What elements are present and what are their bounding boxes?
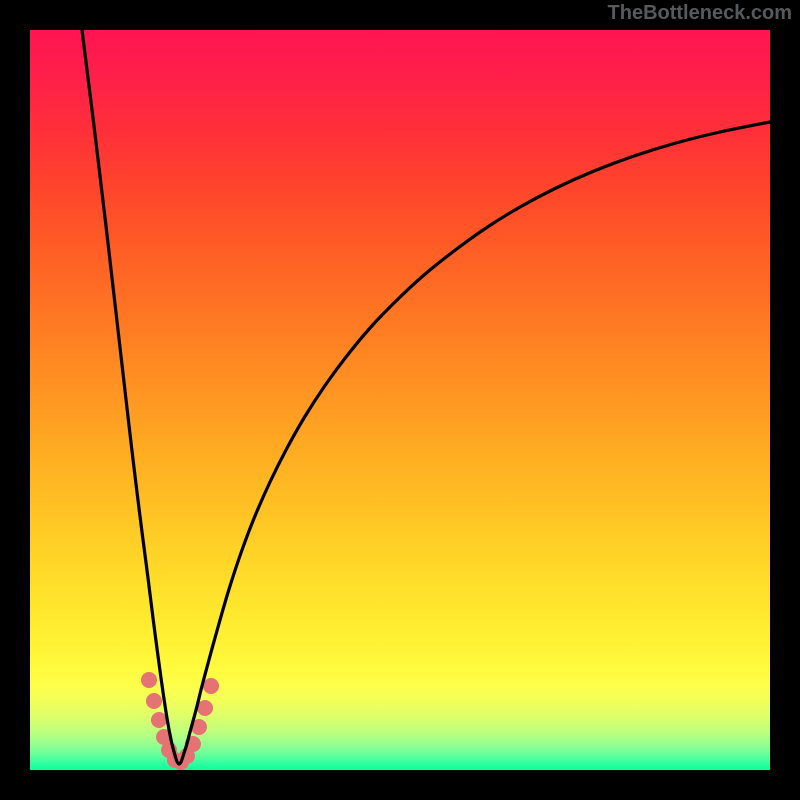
plot-area: [30, 30, 770, 770]
gradient-background: [30, 30, 770, 770]
watermark-text: TheBottleneck.com: [608, 2, 792, 25]
plot-svg: [30, 30, 770, 770]
marker-point: [203, 678, 219, 694]
marker-point: [141, 672, 157, 688]
marker-point: [151, 712, 167, 728]
marker-point: [146, 693, 162, 709]
